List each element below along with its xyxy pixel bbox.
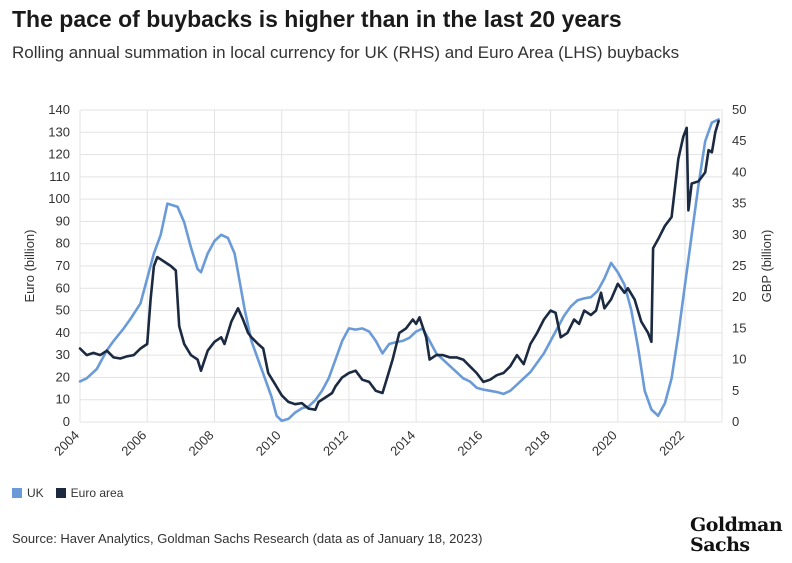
x-tick-label: 2012 <box>320 428 351 459</box>
left-tick-label: 30 <box>56 347 70 362</box>
left-tick-label: 130 <box>48 124 70 139</box>
left-tick-label: 80 <box>56 236 70 251</box>
left-tick-label: 100 <box>48 191 70 206</box>
right-axis-label: GBP (billion) <box>759 230 774 303</box>
chart-title: The pace of buybacks is higher than in t… <box>12 6 622 32</box>
x-tick-label: 2018 <box>522 428 553 459</box>
left-tick-label: 0 <box>63 414 70 429</box>
left-tick-label: 110 <box>49 169 70 184</box>
source-note: Source: Haver Analytics, Goldman Sachs R… <box>12 531 483 546</box>
logo-line-2: Sachs <box>690 534 750 556</box>
left-tick-label: 60 <box>56 280 70 295</box>
right-tick-label: 5 <box>732 383 739 398</box>
x-tick-label: 2010 <box>253 428 284 459</box>
right-axis-ticks: 0 5 10 15 20 25 30 35 40 45 50 <box>732 102 746 429</box>
right-tick-label: 45 <box>732 133 746 148</box>
left-tick-label: 50 <box>56 303 70 318</box>
left-tick-label: 140 <box>48 102 70 117</box>
series-line-uk <box>78 118 720 423</box>
right-tick-label: 10 <box>732 352 746 367</box>
left-tick-label: 120 <box>48 147 70 162</box>
right-tick-label: 50 <box>732 102 746 117</box>
chart-subtitle: Rolling annual summation in local curren… <box>12 43 680 62</box>
x-tick-label: 2020 <box>589 428 620 459</box>
left-tick-label: 20 <box>56 369 70 384</box>
right-tick-label: 20 <box>732 289 746 304</box>
right-tick-label: 0 <box>732 414 739 429</box>
x-tick-label: 2008 <box>186 428 217 459</box>
legend-swatch-uk <box>12 488 22 498</box>
x-tick-label: 2004 <box>51 428 82 459</box>
chart-area: 0 10 20 30 40 50 60 70 80 90 100 110 120 130 140 0 5 10 1… <box>22 102 774 459</box>
series-lines <box>78 118 720 423</box>
left-axis-ticks: 0 10 20 30 40 50 60 70 80 90 100 110 120 130 140 <box>48 102 70 429</box>
legend-item-uk: UK <box>12 486 44 500</box>
left-tick-label: 40 <box>56 325 70 340</box>
left-tick-label: 70 <box>56 258 70 273</box>
left-tick-label: 90 <box>56 213 70 228</box>
legend-label-uk: UK <box>27 486 44 500</box>
right-tick-label: 15 <box>732 320 746 335</box>
x-tick-label: 2014 <box>387 428 418 459</box>
right-tick-label: 35 <box>732 196 746 211</box>
legend-item-euro-area: Euro area <box>55 486 124 500</box>
x-tick-label: 2016 <box>454 428 485 459</box>
x-tick-label: 2022 <box>656 428 687 459</box>
x-tick-label: 2006 <box>118 428 149 459</box>
x-axis-ticks: 2004 2006 2008 2010 2012 2014 2016 2018 2020 2022 <box>51 428 687 459</box>
logo-line-1: Goldman <box>690 514 783 536</box>
legend: UK Euro area <box>12 486 135 500</box>
goldman-sachs-logo: Goldman Sachs <box>690 514 783 556</box>
right-tick-label: 40 <box>732 164 746 179</box>
right-tick-label: 25 <box>732 258 746 273</box>
left-axis-label: Euro (billion) <box>22 230 37 303</box>
legend-swatch-euro-area <box>55 488 66 498</box>
legend-label-euro-area: Euro area <box>70 486 124 500</box>
series-line-euro-area <box>78 119 720 411</box>
left-tick-label: 10 <box>56 392 70 407</box>
gridlines <box>79 109 723 423</box>
right-tick-label: 30 <box>732 227 746 242</box>
